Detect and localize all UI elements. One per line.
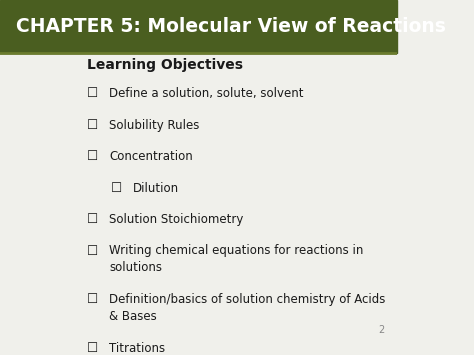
Text: ☐: ☐	[87, 87, 99, 100]
Text: Learning Objectives: Learning Objectives	[87, 58, 243, 72]
Text: ☐: ☐	[87, 342, 99, 355]
Text: ☐: ☐	[87, 293, 99, 306]
Text: ☐: ☐	[87, 213, 99, 226]
Text: ☐: ☐	[87, 245, 99, 257]
Text: ☐: ☐	[87, 119, 99, 132]
Text: Concentration: Concentration	[109, 150, 193, 163]
Text: Titrations: Titrations	[109, 342, 165, 355]
Text: Definition/basics of solution chemistry of Acids
& Bases: Definition/basics of solution chemistry …	[109, 293, 385, 323]
FancyBboxPatch shape	[0, 0, 397, 53]
Text: ☐: ☐	[111, 181, 122, 195]
Text: 2: 2	[379, 325, 385, 335]
Text: ☐: ☐	[87, 150, 99, 163]
Text: Writing chemical equations for reactions in
solutions: Writing chemical equations for reactions…	[109, 245, 364, 274]
Text: Define a solution, solute, solvent: Define a solution, solute, solvent	[109, 87, 304, 100]
Text: Solubility Rules: Solubility Rules	[109, 119, 200, 132]
Text: Solution Stoichiometry: Solution Stoichiometry	[109, 213, 244, 226]
Text: CHAPTER 5: Molecular View of Reactions: CHAPTER 5: Molecular View of Reactions	[16, 17, 446, 36]
Text: Dilution: Dilution	[133, 181, 179, 195]
